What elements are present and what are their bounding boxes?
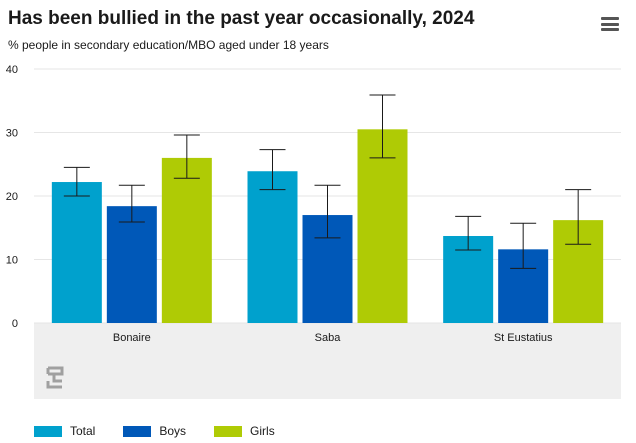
bar-girls bbox=[161, 157, 212, 323]
legend-item-total[interactable]: Total bbox=[34, 424, 95, 438]
y-tick-label: 20 bbox=[6, 191, 18, 203]
legend: Total Boys Girls bbox=[34, 424, 303, 438]
legend-item-boys[interactable]: Boys bbox=[123, 424, 186, 438]
x-tick-label: Saba bbox=[315, 332, 342, 344]
bar-chart: 0 10 20 30 40 Bonaire Saba St Eustatius bbox=[6, 64, 621, 399]
legend-swatch-total bbox=[34, 425, 62, 437]
legend-item-girls[interactable]: Girls bbox=[214, 424, 275, 438]
legend-label-boys: Boys bbox=[159, 424, 187, 438]
cbs-logo-icon bbox=[46, 366, 64, 389]
bar-boys bbox=[106, 206, 157, 323]
chart-subtitle: % people in secondary education/MBO aged… bbox=[8, 38, 329, 52]
legend-label-girls: Girls bbox=[250, 424, 275, 438]
bar-total bbox=[247, 171, 298, 323]
y-tick-label: 10 bbox=[6, 255, 18, 267]
legend-label-total: Total bbox=[70, 424, 96, 438]
y-tick-label: 40 bbox=[6, 64, 18, 76]
category-band bbox=[34, 323, 621, 399]
bar-total bbox=[51, 182, 102, 323]
x-tick-label: Bonaire bbox=[113, 332, 151, 344]
chart-title: Has been bullied in the past year occasi… bbox=[8, 8, 475, 29]
hamburger-icon[interactable] bbox=[601, 17, 619, 31]
y-tick-label: 30 bbox=[6, 128, 18, 140]
bar-girls bbox=[357, 129, 408, 323]
x-tick-label: St Eustatius bbox=[494, 332, 553, 344]
legend-swatch-girls bbox=[214, 425, 243, 437]
y-tick-label: 0 bbox=[12, 318, 18, 330]
legend-swatch-boys bbox=[123, 425, 152, 437]
bar-total bbox=[443, 236, 494, 323]
